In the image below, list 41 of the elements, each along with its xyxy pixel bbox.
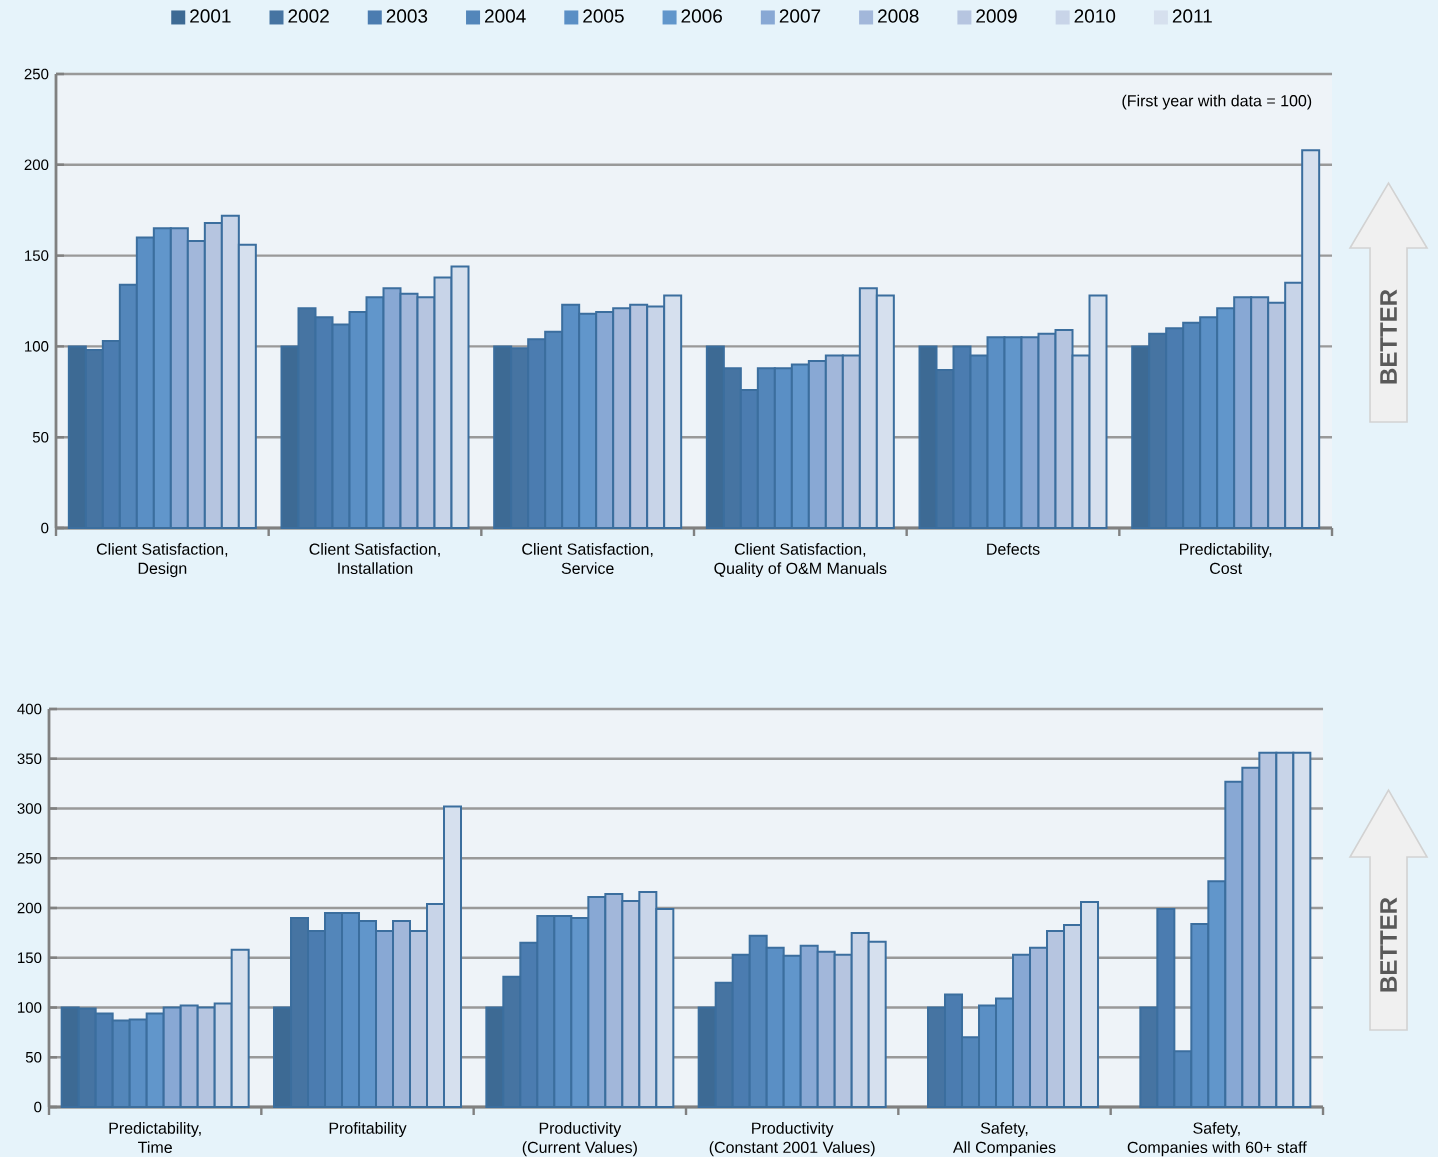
legend-label: 2001 [190, 9, 231, 23]
x-tick-label: Defects [987, 543, 1040, 555]
x-tick-label: Productivity (Constant 2001 Values) [709, 1122, 875, 1157]
x-tick-label: Client Satisfaction, Quality of O&M Manuals [714, 543, 887, 578]
y-tick-label: 100 [18, 1002, 42, 1013]
annotation: (First year with data = 100) [1122, 94, 1312, 110]
y-tick-label: 350 [17, 753, 42, 765]
legend-label: 2011 [1172, 9, 1212, 23]
y-tick-label: 400 [17, 703, 42, 715]
legend-label: 2003 [386, 9, 428, 23]
text: BETTER [1380, 897, 1397, 992]
legend-label: 2010 [1074, 9, 1116, 23]
y-tick-label: 0 [41, 522, 49, 534]
x-tick-label: Safety, Companies with 60+ staff [1127, 1122, 1307, 1157]
legend-label: 2006 [681, 9, 722, 23]
y-tick-label: 200 [17, 902, 42, 914]
x-tick-label: Predictability, Time [109, 1122, 201, 1154]
x-tick-label: Profitability [329, 1122, 407, 1138]
x-tick-label: Predictability, Cost [1180, 543, 1272, 575]
y-tick-label: 250 [24, 68, 49, 80]
x-tick-label: Safety, All Companies [952, 1122, 1056, 1157]
text: BETTER [1380, 289, 1397, 384]
y-tick-label: 50 [25, 1052, 42, 1063]
y-tick-label: 50 [32, 431, 49, 443]
x-tick-label: Client Satisfaction, Installation [309, 543, 440, 575]
legend-label: 2002 [288, 9, 329, 23]
legend-label: 2009 [976, 9, 1017, 23]
y-tick-label: 150 [25, 250, 49, 261]
x-tick-label: Client Satisfaction, Service [522, 543, 653, 575]
x-tick-label: Client Satisfaction, Design [96, 543, 228, 578]
legend-label: 2004 [484, 9, 526, 23]
y-tick-label: 150 [18, 952, 42, 964]
y-tick-label: 200 [24, 159, 49, 171]
y-tick-label: 0 [34, 1101, 42, 1113]
y-tick-label: 100 [25, 341, 49, 352]
y-tick-label: 300 [17, 803, 42, 814]
x-tick-label: Productivity (Current Values) [522, 1122, 637, 1157]
legend-label: 2005 [583, 9, 624, 23]
y-tick-label: 250 [17, 853, 42, 864]
legend-label: 2008 [878, 9, 919, 23]
legend-label: 2007 [779, 9, 821, 23]
